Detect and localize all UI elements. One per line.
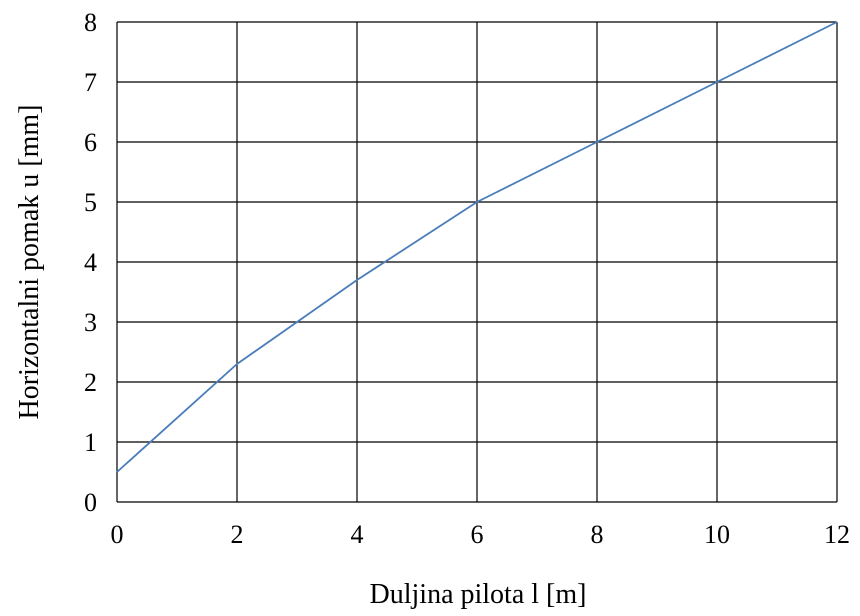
y-tick-label: 3	[84, 308, 97, 337]
y-tick-label: 0	[84, 488, 97, 517]
x-tick-label: 8	[591, 520, 604, 549]
y-axis-title: Horizontalni pomak u [mm]	[14, 105, 45, 420]
y-tick-label: 2	[84, 368, 97, 397]
series-line	[116, 21, 838, 473]
y-tick-label: 1	[84, 428, 97, 457]
x-tick-label: 0	[111, 520, 124, 549]
y-tick-label: 6	[84, 128, 97, 157]
grid	[116, 21, 838, 503]
x-tick-label: 6	[471, 520, 484, 549]
y-tick-label: 8	[84, 8, 97, 37]
x-tick-label: 12	[824, 520, 850, 549]
x-tick-label: 10	[704, 520, 730, 549]
series-layer	[116, 21, 838, 473]
x-tick-label: 4	[351, 520, 364, 549]
y-tick-label: 7	[84, 68, 97, 97]
x-tick-label: 2	[231, 520, 244, 549]
y-tick-label: 5	[84, 188, 97, 217]
x-axis-title: Duljina pilota l [m]	[370, 579, 587, 610]
y-tick-label: 4	[84, 248, 97, 277]
